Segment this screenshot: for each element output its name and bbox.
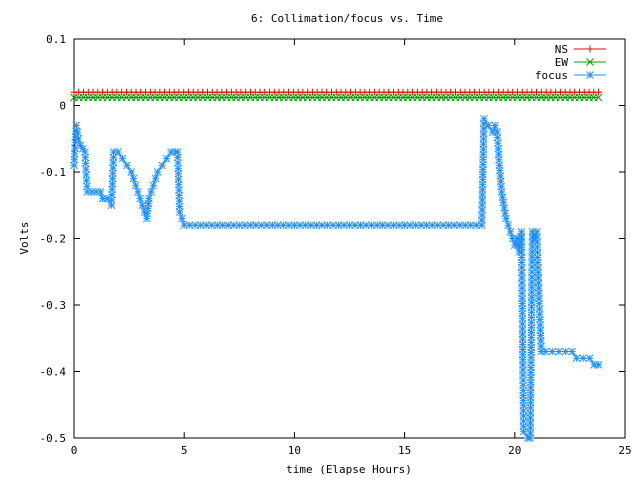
data-point [131,181,140,190]
y-tick-label: -0.2 [40,233,67,246]
axis-ticks: 0 5 10 15 20 25 0.1 0 -0.1 -0.2 -0.3 -0.4 -0.5 [40,33,632,457]
data-point [433,221,442,230]
data-point [73,128,82,136]
y-tick-label: -0.5 [40,432,67,445]
y-tick-label: -0.4 [40,366,67,379]
data-point [74,134,83,143]
chart-title: 6: Collimation/focus vs. Time [251,12,443,25]
data-point [149,181,158,190]
data-point [185,221,194,230]
data-point [158,161,167,170]
x-tick-label: 0 [71,444,78,457]
y-tick-label: -0.1 [40,166,67,179]
data-point [81,148,89,156]
data-point [307,221,315,230]
data-point [519,427,528,436]
series-focus [70,114,603,442]
x-tick-label: 15 [398,444,411,457]
data-point [196,221,205,230]
data-point [595,88,603,96]
data-point [129,174,138,183]
y-axis-label: Volts [18,221,31,254]
y-tick-label: 0 [59,100,66,113]
x-tick-label: 25 [618,444,631,457]
data-point [246,221,255,230]
data-point [70,155,79,164]
data-point [153,168,162,176]
data-point [123,161,131,170]
data-point [572,354,581,363]
data-point [70,150,79,158]
data-point [81,159,90,168]
data-point [502,214,510,223]
data-point [561,347,570,356]
data-point [594,93,603,102]
y-tick-label: -0.3 [40,299,67,312]
data-point [422,221,431,230]
data-point [147,188,155,196]
data-point [162,154,171,163]
x-tick-label: 5 [181,444,188,457]
data-point [268,221,277,230]
data-point [81,153,90,162]
data-point [83,182,91,191]
data-point [594,360,603,369]
data-point [301,221,310,230]
data-point [484,121,493,130]
data-point [466,221,475,230]
data-point [224,221,233,230]
data-point [145,194,153,203]
legend-label-ew: EW [555,56,569,69]
data-point [285,221,293,230]
series-ew [70,93,603,102]
data-point [118,154,127,163]
data-point [96,188,105,196]
series-ns [70,88,603,96]
data-point [373,221,381,230]
data-point [257,221,266,230]
data-point [134,188,142,196]
data-point [151,174,160,183]
data-point [213,221,222,230]
data-point [114,148,122,156]
legend-marker-ew [586,58,594,66]
data-point [296,221,304,230]
data-point [240,221,249,230]
data-point [103,194,111,203]
data-point [491,121,499,130]
data-point [504,221,513,230]
data-point [143,204,152,213]
legend-marker-ns [586,45,594,53]
data-point [541,347,550,356]
data-point [585,354,594,363]
legend-label-ns: NS [555,43,568,56]
legend-label-focus: focus [535,69,568,82]
data-point [175,208,184,216]
data-point [555,347,563,356]
data-point [579,354,587,363]
data-point [480,114,488,123]
data-point [72,121,81,130]
x-axis-label: time (Elapse Hours) [286,463,412,476]
data-point [136,194,144,203]
data-point [178,214,186,223]
data-point [138,201,147,210]
x-tick-label: 10 [288,444,301,457]
data-point [444,221,453,230]
data-point [180,221,189,230]
legend-marker-focus [586,71,594,79]
data-point [568,347,576,356]
x-tick-label: 20 [508,444,521,457]
data-point [389,221,398,230]
data-point [548,347,557,356]
y-tick-label: 0.1 [46,33,66,46]
data-point [506,227,515,236]
data-point [127,168,136,176]
data-point [174,180,183,189]
plot-area [70,88,603,442]
data-point [536,337,545,345]
